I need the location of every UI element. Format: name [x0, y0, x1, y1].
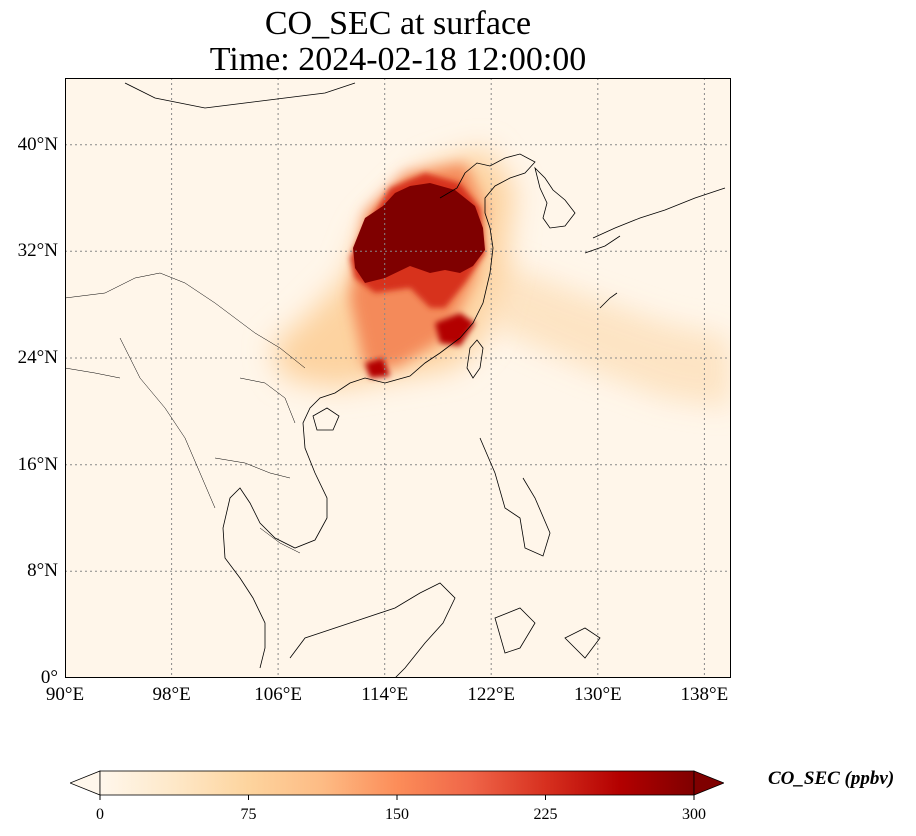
coastlines — [124, 82, 726, 678]
plume-core — [353, 183, 485, 283]
colorbar — [70, 770, 724, 800]
lon-tick-label: 122°E — [467, 684, 516, 705]
colorbar-tick-label: 300 — [682, 806, 706, 823]
lon-tick-label: 130°E — [573, 684, 622, 705]
map-frame — [65, 78, 731, 678]
colorbar-extend-min — [70, 770, 101, 796]
plume-southeast — [435, 313, 475, 346]
lat-tick-label: 8°N — [27, 560, 58, 582]
colorbar-gradient — [99, 770, 695, 796]
lon-tick-label: 114°E — [361, 684, 409, 705]
colorbar-tick-label: 225 — [533, 806, 558, 823]
lon-tick-label: 90°E — [45, 684, 85, 705]
chart-title: CO_SEC at surface — [264, 5, 532, 42]
lon-tick-label: 98°E — [152, 684, 191, 705]
map-plot — [65, 78, 731, 678]
chart-subtitle: Time: 2024-02-18 12:00:00 — [209, 41, 587, 78]
lon-tick-label: 106°E — [254, 684, 302, 705]
plume-southcoast — [365, 358, 390, 378]
colorbar-tick-label: 150 — [385, 806, 409, 823]
colorbar-extend-max — [693, 770, 724, 796]
colorbar-tick-label: 75 — [240, 806, 257, 823]
lat-tick-label: 16°N — [17, 453, 58, 475]
colorbar-tick-label: 0 — [96, 806, 104, 823]
borders — [65, 272, 306, 554]
lat-tick-label: 0° — [40, 667, 58, 688]
colorbar-title: CO_SEC (ppbv) — [768, 768, 895, 789]
lon-tick-label: 138°E — [680, 684, 729, 705]
lat-tick-label: 40°N — [17, 133, 58, 155]
lat-tick-label: 32°N — [17, 240, 58, 262]
gridlines — [65, 78, 731, 678]
lat-tick-label: 24°N — [17, 347, 58, 368]
